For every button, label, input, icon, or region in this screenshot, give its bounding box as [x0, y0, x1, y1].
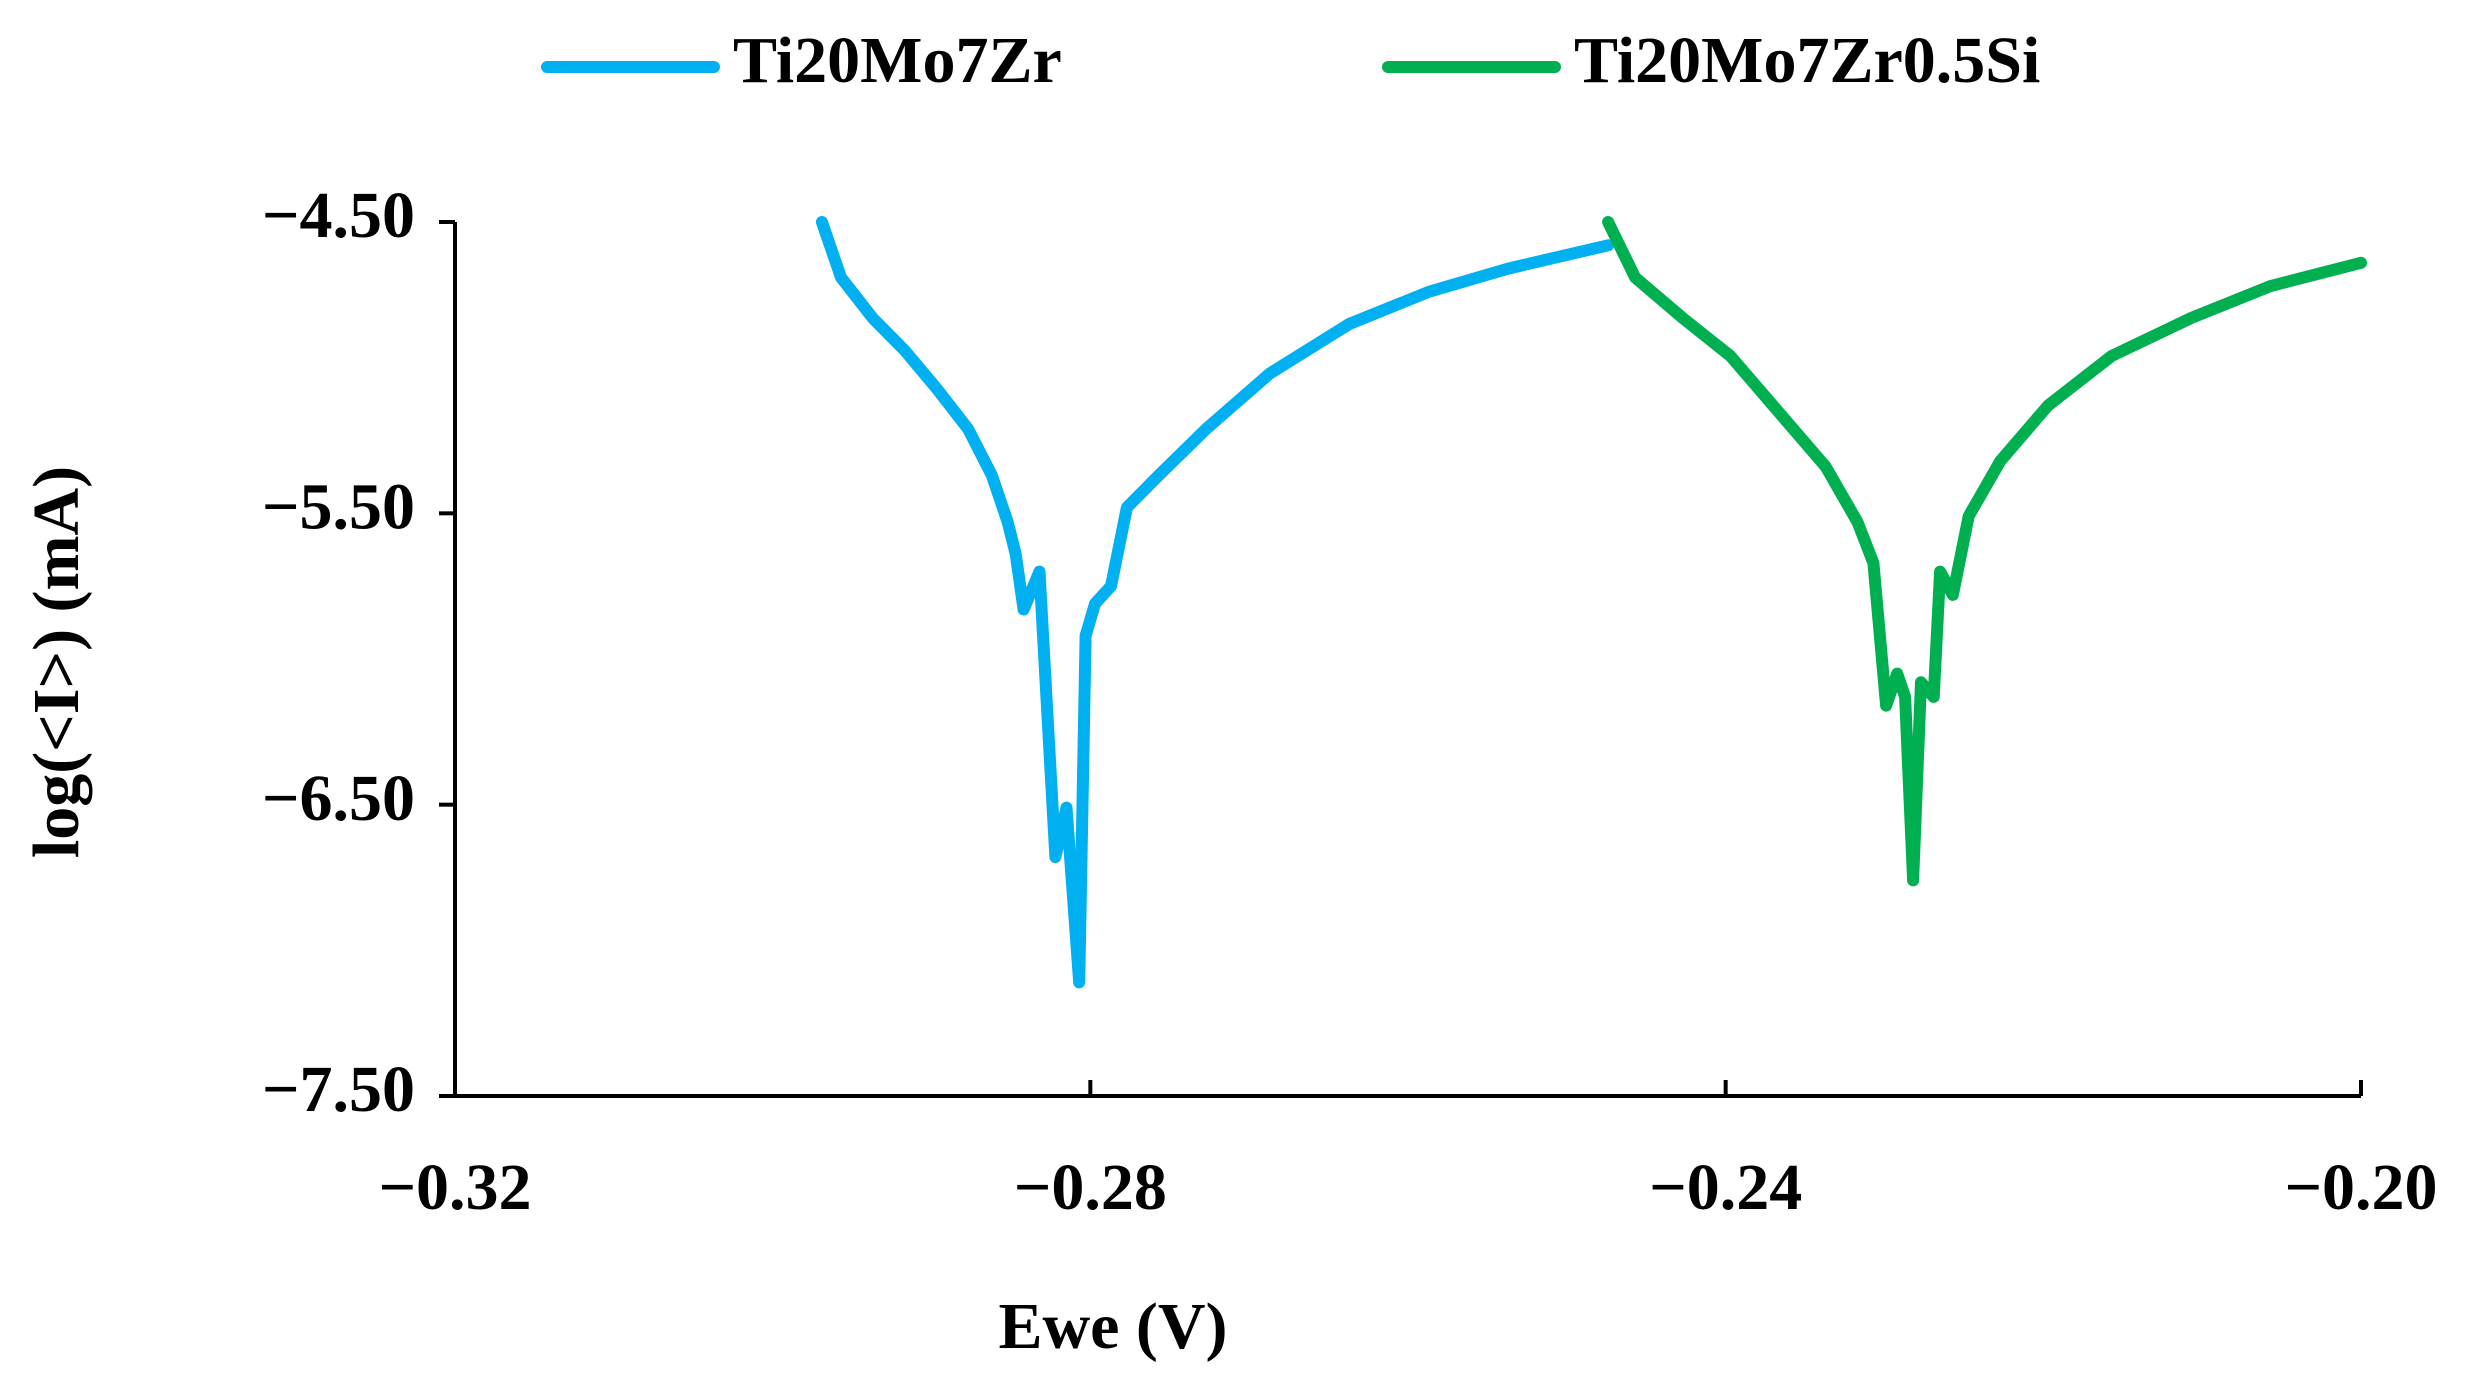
y-tick-label: −5.50 [262, 470, 415, 543]
y-tick-label: −7.50 [262, 1053, 415, 1126]
data-line [815, 216, 1615, 989]
legend-label: Ti20Mo7Zr [733, 24, 1062, 97]
x-tick-label: −0.20 [2284, 1151, 2437, 1224]
data-line [1602, 216, 2367, 887]
x-tick-label: −0.28 [1014, 1151, 1167, 1224]
x-axis-label: Ewe (V) [998, 1290, 1227, 1363]
y-axis-label: log(<I>) (mA) [20, 466, 93, 858]
x-tick-label: −0.32 [378, 1151, 531, 1224]
legend-label: Ti20Mo7Zr0.5Si [1574, 24, 2040, 97]
y-tick-label: −6.50 [262, 762, 415, 835]
y-tick-label: −4.50 [262, 179, 415, 252]
x-tick-label: −0.24 [1649, 1151, 1802, 1224]
